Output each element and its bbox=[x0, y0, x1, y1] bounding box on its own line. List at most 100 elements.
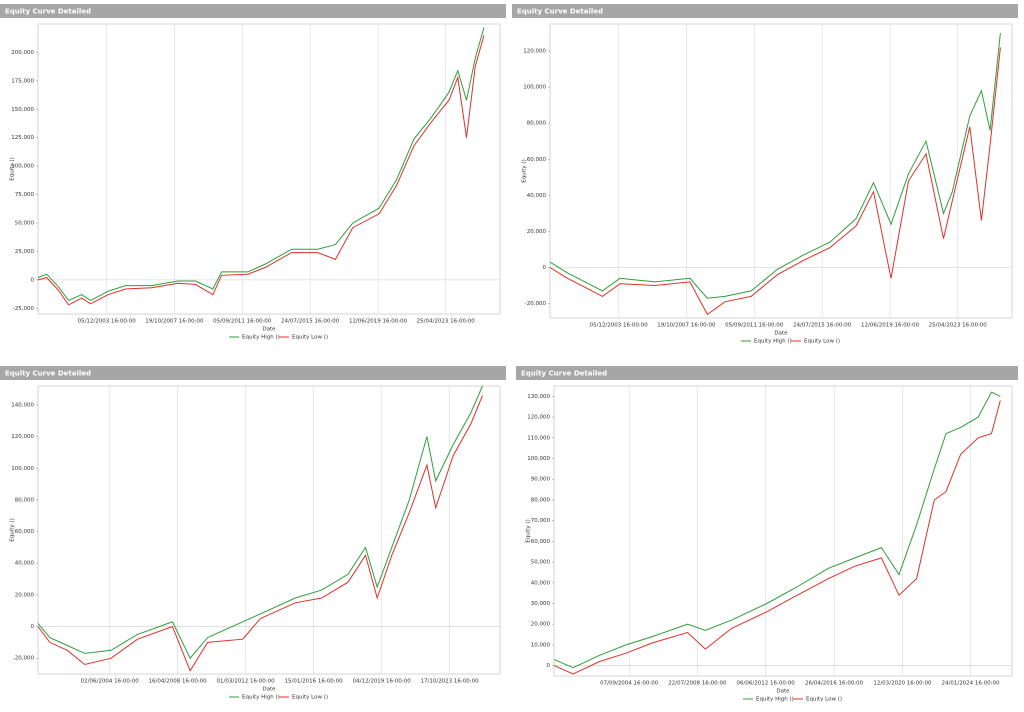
y-axis-title: Equity () bbox=[10, 518, 16, 541]
legend-label: Equity Low () bbox=[292, 335, 328, 341]
x-axis-title: Date bbox=[776, 689, 790, 695]
x-tick-label: 05/12/2003 16:00:00 bbox=[78, 319, 137, 325]
series-line bbox=[37, 395, 483, 672]
x-tick-label: 19/10/2007 16:00:00 bbox=[145, 319, 204, 325]
panel: Equity Curve Detailed 07/09/2004 16:00:00… bbox=[516, 366, 1018, 712]
y-tick-label: 120,000 bbox=[11, 434, 34, 440]
y-tick-label: 0 bbox=[543, 265, 547, 271]
legend-label: Equity Low () bbox=[804, 339, 840, 345]
x-tick-label: 15/01/2016 16:00:00 bbox=[284, 679, 343, 685]
y-tick-label: 10,000 bbox=[531, 642, 551, 648]
y-tick-label: -20,000 bbox=[525, 301, 547, 307]
y-tick-label: 140,000 bbox=[11, 402, 34, 408]
y-tick-label: -20,000 bbox=[13, 656, 35, 662]
panel: Equity Curve Detailed 05/12/2003 16:00:00… bbox=[0, 4, 506, 350]
chart: Equity Curve Detailed 05/12/2003 16:00:00… bbox=[0, 4, 506, 341]
panel: Equity Curve Detailed 05/12/2003 16:00:00… bbox=[512, 4, 1018, 354]
y-tick-label: 100,000 bbox=[523, 85, 546, 91]
y-tick-label: 50,000 bbox=[15, 221, 35, 227]
chart-title: Equity Curve Detailed bbox=[521, 370, 607, 378]
y-tick-label: 175,000 bbox=[11, 78, 34, 84]
x-tick-label: 07/09/2004 16:00:00 bbox=[600, 681, 659, 687]
y-tick-label: 100,000 bbox=[527, 456, 550, 462]
y-tick-label: 40,000 bbox=[527, 193, 547, 199]
plot-area bbox=[37, 23, 501, 315]
y-tick-label: 20,000 bbox=[527, 229, 547, 235]
x-tick-label: 16/04/2008 16:00:00 bbox=[149, 679, 208, 685]
y-tick-label: 80,000 bbox=[531, 497, 551, 503]
title-bar bbox=[512, 4, 1018, 18]
x-tick-label: 17/10/2023 16:00:00 bbox=[420, 679, 479, 685]
y-tick-label: 120,000 bbox=[527, 415, 550, 421]
y-tick-label: 75,000 bbox=[15, 192, 35, 198]
y-tick-label: 20,000 bbox=[531, 622, 551, 628]
y-tick-label: 150,000 bbox=[11, 107, 34, 113]
x-tick-label: 25/04/2023 16:00:00 bbox=[417, 319, 476, 325]
series-line bbox=[549, 32, 1001, 299]
legend-label: Equity High () bbox=[242, 335, 280, 341]
y-tick-label: 60,000 bbox=[15, 529, 35, 535]
x-tick-label: 24/01/2024 16:00:00 bbox=[941, 681, 1000, 687]
x-tick-label: 22/07/2008 16:00:00 bbox=[668, 681, 727, 687]
chart: Equity Curve Detailed 05/12/2003 16:00:00… bbox=[512, 4, 1018, 345]
x-tick-label: 12/06/2019 16:00:00 bbox=[349, 319, 408, 325]
x-tick-label: 12/03/2020 16:00:00 bbox=[873, 681, 932, 687]
y-tick-label: 20,000 bbox=[15, 592, 35, 598]
y-tick-label: 25,000 bbox=[15, 249, 35, 255]
plot-area bbox=[553, 385, 1013, 677]
y-tick-label: 130,000 bbox=[527, 394, 550, 400]
x-tick-label: 01/03/2012 16:00:00 bbox=[217, 679, 276, 685]
y-tick-label: 50,000 bbox=[531, 560, 551, 566]
y-tick-label: 100,000 bbox=[11, 466, 34, 472]
y-tick-label: 0 bbox=[31, 624, 35, 630]
chart-title: Equity Curve Detailed bbox=[5, 370, 91, 378]
x-tick-label: 04/12/2019 16:00:00 bbox=[353, 679, 412, 685]
y-tick-label: 200,000 bbox=[11, 50, 34, 56]
y-tick-label: 70,000 bbox=[531, 518, 551, 524]
y-tick-label: 60,000 bbox=[527, 157, 547, 163]
y-tick-label: 0 bbox=[547, 663, 551, 669]
x-axis-title: Date bbox=[262, 327, 276, 333]
legend-label: Equity High () bbox=[242, 695, 280, 701]
x-tick-label: 19/10/2007 16:00:00 bbox=[657, 323, 716, 329]
y-axis-title: Equity () bbox=[522, 159, 528, 182]
y-tick-label: 110,000 bbox=[527, 435, 550, 441]
x-axis-title: Date bbox=[774, 331, 788, 337]
x-tick-label: 26/04/2016 16:00:00 bbox=[805, 681, 864, 687]
series-line bbox=[549, 47, 1001, 316]
chart-title: Equity Curve Detailed bbox=[5, 8, 91, 16]
x-tick-label: 25/04/2023 16:00:00 bbox=[929, 323, 988, 329]
y-tick-label: 40,000 bbox=[531, 580, 551, 586]
x-axis-title: Date bbox=[262, 687, 276, 693]
y-tick-label: -25,000 bbox=[13, 306, 35, 312]
x-tick-label: 02/06/2004 16:00:00 bbox=[81, 679, 140, 685]
y-tick-label: 125,000 bbox=[11, 135, 34, 141]
title-bar bbox=[516, 366, 1018, 380]
chart: Equity Curve Detailed 07/09/2004 16:00:00… bbox=[516, 366, 1018, 703]
legend-label: Equity Low () bbox=[806, 697, 842, 703]
x-tick-label: 05/09/2011 16:00:00 bbox=[213, 319, 272, 325]
plot-area bbox=[37, 385, 501, 675]
title-bar bbox=[0, 366, 506, 380]
y-tick-label: 90,000 bbox=[531, 477, 551, 483]
x-tick-label: 05/09/2011 16:00:00 bbox=[725, 323, 784, 329]
y-tick-label: 60,000 bbox=[531, 539, 551, 545]
chart-title: Equity Curve Detailed bbox=[517, 8, 603, 16]
legend-label: Equity High () bbox=[756, 697, 794, 703]
y-tick-label: 0 bbox=[31, 277, 35, 283]
series-line bbox=[553, 400, 1001, 675]
y-tick-label: 80,000 bbox=[15, 497, 35, 503]
x-tick-label: 24/07/2015 16:00:00 bbox=[793, 323, 852, 329]
x-tick-label: 24/07/2015 16:00:00 bbox=[281, 319, 340, 325]
chart: Equity Curve Detailed 02/06/2004 16:00:00… bbox=[0, 366, 506, 701]
y-tick-label: 120,000 bbox=[523, 49, 546, 55]
legend-label: Equity High () bbox=[754, 339, 792, 345]
series-line bbox=[37, 35, 485, 306]
y-axis-title: Equity () bbox=[526, 519, 532, 542]
x-tick-label: 06/06/2012 16:00:00 bbox=[737, 681, 796, 687]
y-tick-label: 30,000 bbox=[531, 601, 551, 607]
plot-area bbox=[549, 23, 1013, 319]
y-tick-label: 40,000 bbox=[15, 561, 35, 567]
title-bar bbox=[0, 4, 506, 18]
